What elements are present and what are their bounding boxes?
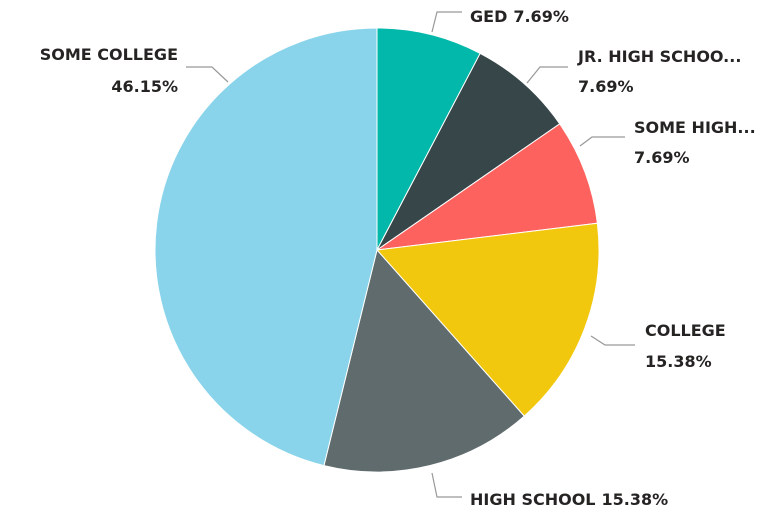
category-label: SOME COLLEGE	[40, 45, 178, 64]
data-label: JR. HIGH SCHOO... 7.69%	[577, 47, 741, 96]
pie-slice	[375, 222, 600, 417]
leader-line	[186, 66, 229, 83]
leader-line	[431, 472, 462, 498]
data-label: HIGH SCHOOL 15.38%	[470, 490, 668, 509]
leader-line	[579, 136, 625, 147]
value-label: 7.69%	[513, 7, 569, 26]
pie-slice	[154, 27, 378, 467]
pie-slice	[376, 52, 561, 251]
value-label: 7.69%	[578, 77, 634, 96]
value-label: 7.69%	[634, 148, 690, 167]
pie-slice	[376, 123, 598, 251]
value-label: 15.38%	[602, 490, 669, 509]
value-label: 15.38%	[645, 352, 712, 371]
category-label: HIGH SCHOOL	[470, 490, 596, 509]
category-label: COLLEGE	[645, 321, 726, 340]
leader-line	[590, 335, 635, 346]
category-label: SOME HIGH...	[634, 118, 756, 137]
value-label: 46.15%	[111, 77, 178, 96]
data-label: SOME HIGH... 7.69%	[634, 118, 756, 167]
leader-line	[526, 66, 568, 84]
category-label: JR. HIGH SCHOO...	[577, 47, 741, 66]
pie-slice	[323, 248, 525, 473]
data-label: COLLEGE 15.38%	[645, 321, 726, 371]
pie-slice	[376, 27, 481, 251]
data-label: SOME COLLEGE 46.15%	[40, 45, 178, 96]
leader-line	[431, 11, 462, 33]
category-label: GED	[470, 7, 507, 26]
data-label: GED 7.69%	[470, 7, 569, 26]
